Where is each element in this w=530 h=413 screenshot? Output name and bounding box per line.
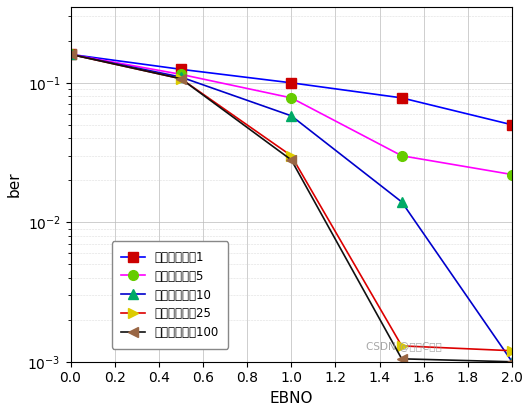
译码迭代次数100 [288,157,295,162]
译码迭代次数1 [67,52,74,57]
译码迭代次数1 [178,67,184,72]
译码迭代次数5 [178,72,184,77]
译码迭代次数25 [67,52,74,57]
Line: 译码迭代次数1: 译码迭代次数1 [66,50,517,130]
译码迭代次数10 [67,52,74,57]
译码迭代次数25 [178,76,184,81]
译码迭代次数5 [509,172,515,177]
Text: CSDN @我爱C编程: CSDN @我爱C编程 [366,341,442,351]
译码迭代次数5 [399,153,405,158]
译码迭代次数10 [288,113,295,118]
译码迭代次数5 [288,95,295,100]
Line: 译码迭代次数100: 译码迭代次数100 [66,50,517,367]
译码迭代次数100 [509,359,515,364]
译码迭代次数10 [509,359,515,364]
译码迭代次数25 [399,343,405,348]
译码迭代次数5 [67,52,74,57]
译码迭代次数1 [399,95,405,100]
译码迭代次数25 [288,153,295,158]
译码迭代次数100 [399,356,405,361]
Legend: 译码迭代次数1, 译码迭代次数5, 译码迭代次数10, 译码迭代次数25, 译码迭代次数100: 译码迭代次数1, 译码迭代次数5, 译码迭代次数10, 译码迭代次数25, 译码… [112,241,228,349]
译码迭代次数25 [509,348,515,353]
Line: 译码迭代次数25: 译码迭代次数25 [66,50,517,356]
译码迭代次数10 [399,199,405,204]
译码迭代次数10 [178,75,184,80]
X-axis label: EBNO: EBNO [270,391,313,406]
译码迭代次数100 [178,76,184,81]
译码迭代次数1 [288,81,295,85]
译码迭代次数100 [67,52,74,57]
Line: 译码迭代次数5: 译码迭代次数5 [66,50,517,179]
Line: 译码迭代次数10: 译码迭代次数10 [66,50,517,367]
Y-axis label: ber: ber [7,171,22,197]
译码迭代次数1 [509,122,515,127]
